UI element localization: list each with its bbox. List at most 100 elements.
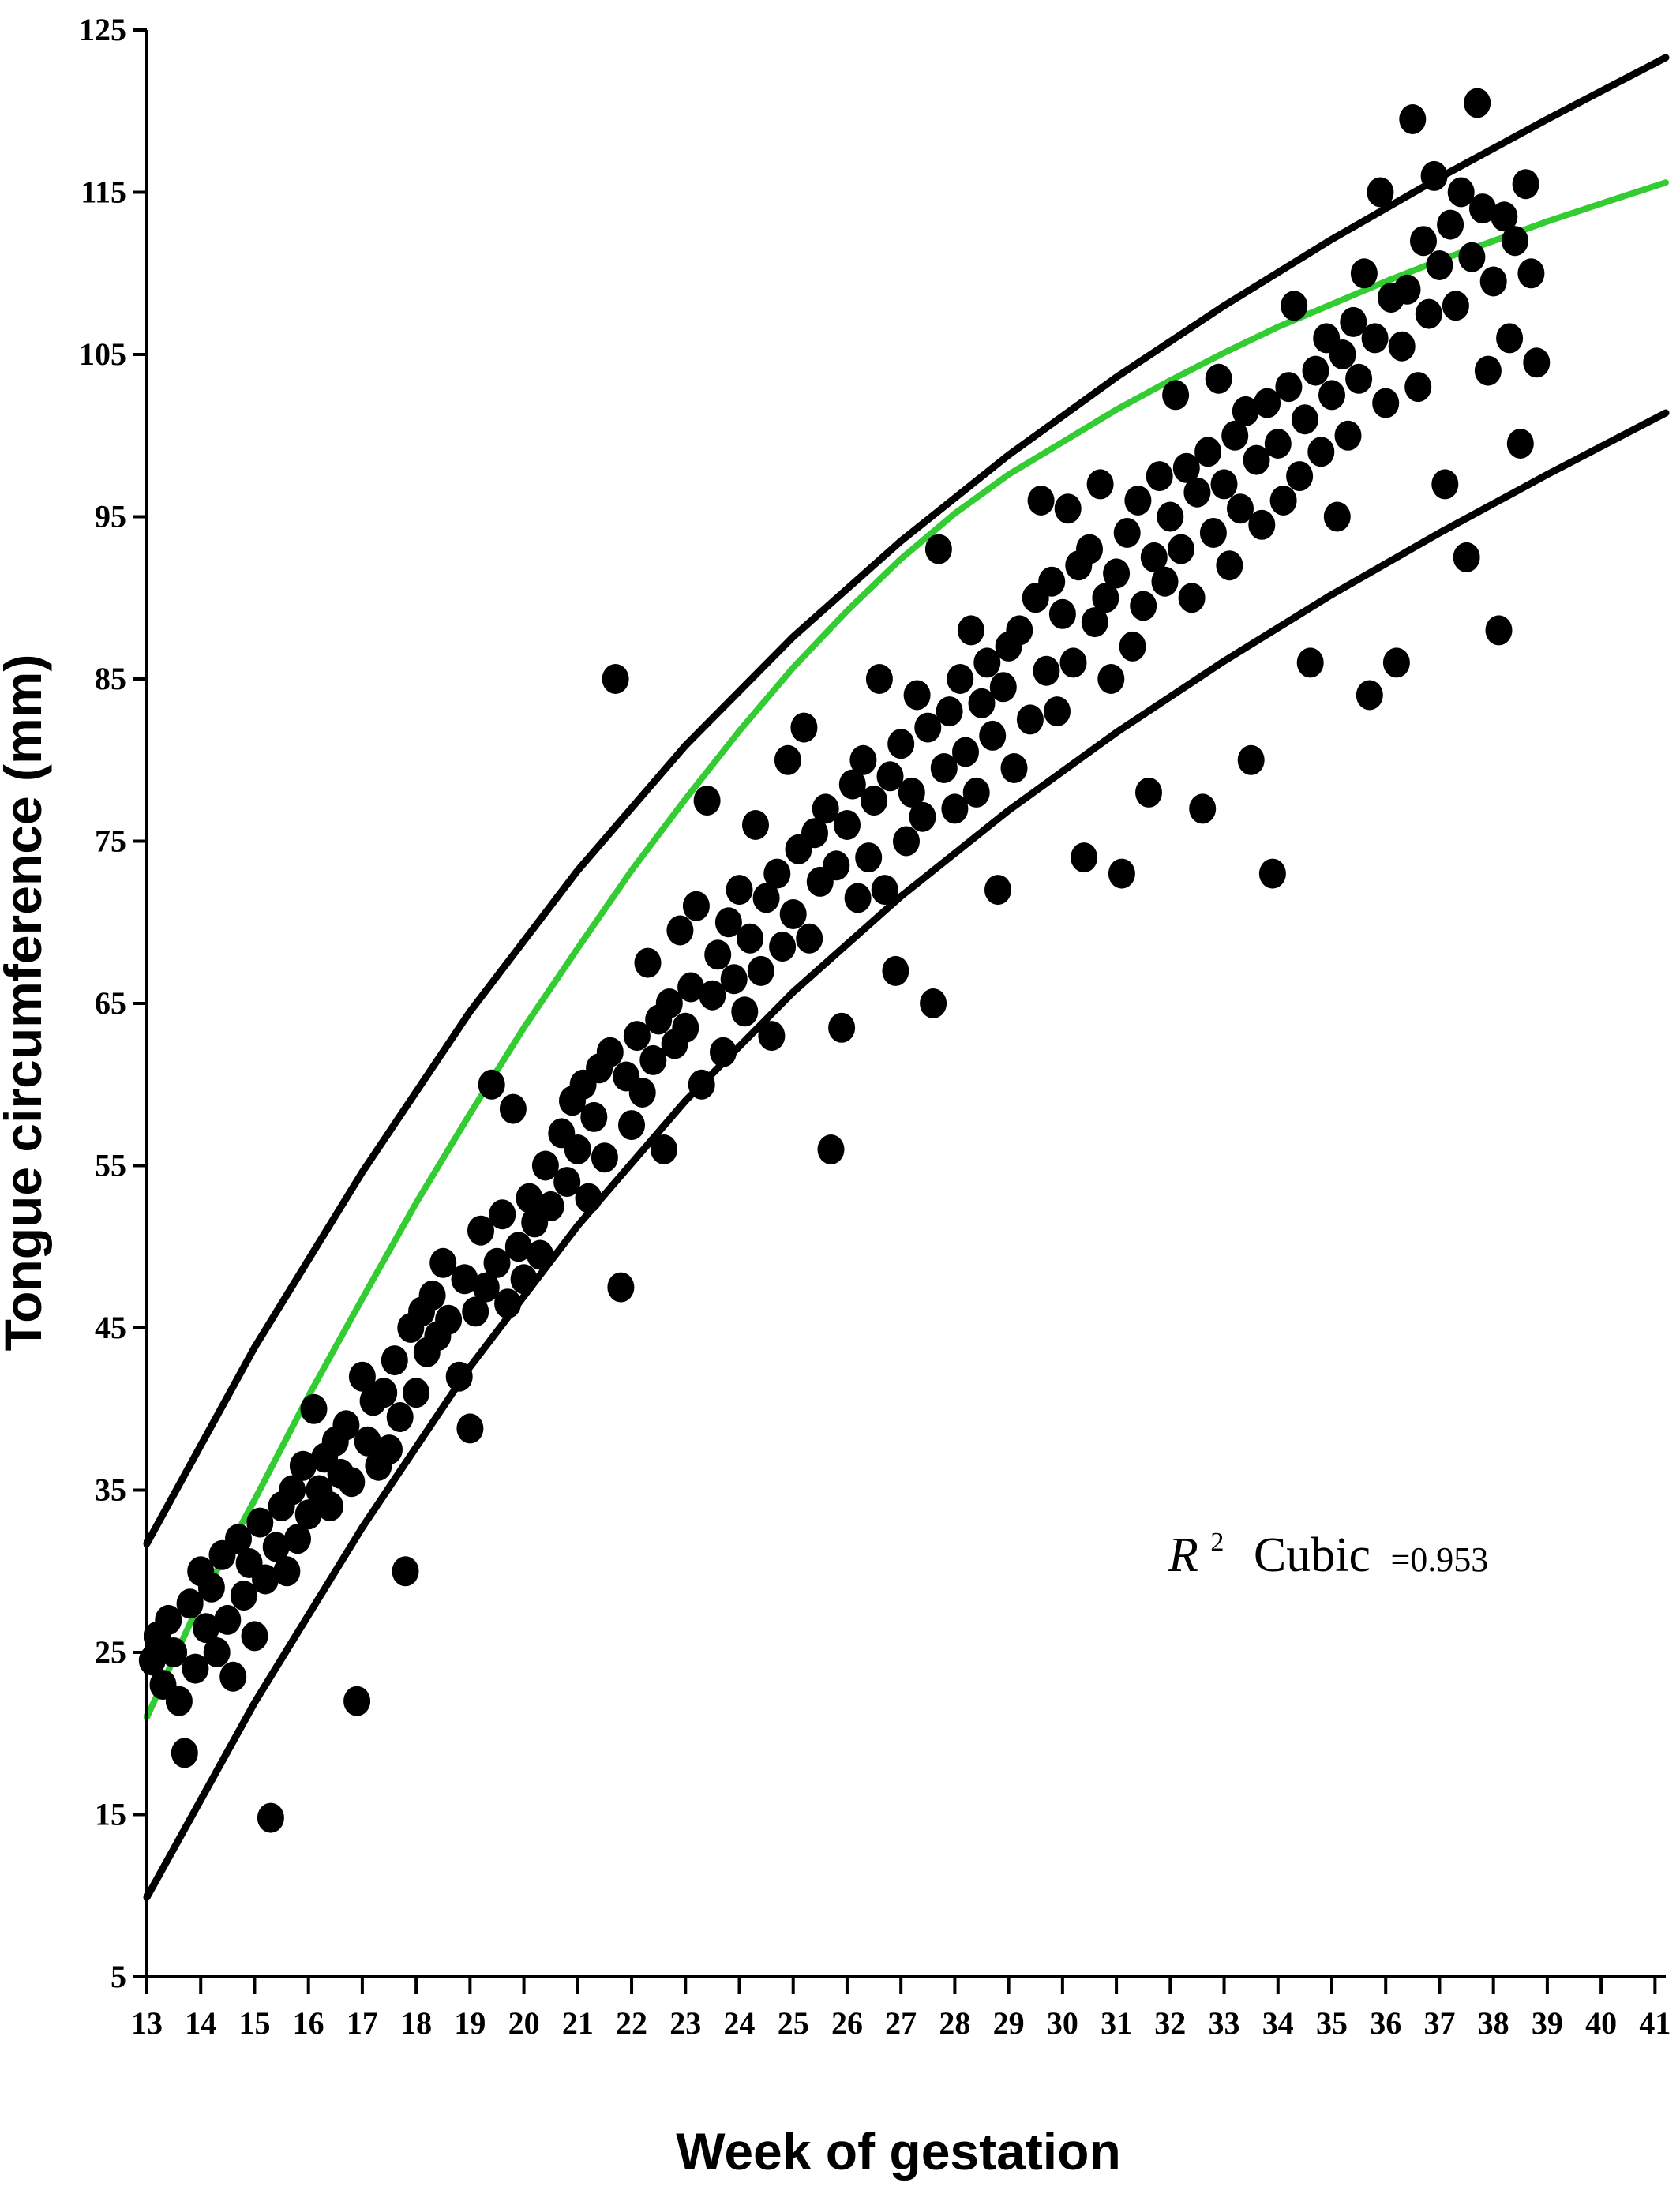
data-point: [973, 647, 1001, 678]
data-point: [779, 899, 807, 929]
data-point: [1296, 647, 1324, 678]
x-tick-label: 39: [1532, 2005, 1563, 2041]
data-point: [655, 988, 683, 1018]
data-point: [1372, 388, 1400, 418]
data-point: [1086, 469, 1114, 500]
data-point: [1210, 469, 1238, 500]
data-point: [478, 1069, 505, 1100]
data-point: [758, 1021, 786, 1052]
r-symbol: R: [1168, 1528, 1198, 1582]
data-point: [769, 932, 797, 962]
data-point: [1469, 193, 1496, 224]
data-point: [699, 980, 726, 1011]
data-point: [828, 1012, 856, 1043]
data-point: [947, 664, 974, 694]
data-point: [1447, 177, 1475, 208]
data-point: [575, 1183, 602, 1213]
data-point: [1071, 842, 1098, 873]
data-point: [1345, 363, 1373, 394]
data-point: [1162, 380, 1190, 411]
data-point: [796, 923, 823, 954]
data-point: [418, 1280, 446, 1311]
data-point: [618, 1110, 645, 1141]
data-point: [1356, 680, 1383, 711]
y-tick-label: 5: [111, 1959, 126, 1994]
data-point: [844, 883, 872, 913]
data-point: [1453, 542, 1480, 572]
data-point: [1044, 696, 1071, 727]
data-point: [1517, 258, 1545, 289]
data-point: [1172, 452, 1200, 483]
data-point: [790, 712, 818, 743]
data-point: [1426, 250, 1453, 280]
data-point: [903, 680, 931, 711]
data-point: [1157, 501, 1184, 532]
data-point: [898, 777, 925, 808]
data-point: [294, 1499, 322, 1530]
data-point: [246, 1507, 274, 1538]
data-point: [710, 1037, 737, 1067]
data-point: [262, 1532, 290, 1562]
data-point: [1258, 858, 1286, 889]
y-tick-label: 115: [81, 174, 126, 210]
data-point: [742, 810, 769, 840]
data-point: [1092, 583, 1119, 613]
data-point: [1146, 461, 1173, 492]
data-point: [445, 1361, 473, 1392]
data-point: [1097, 664, 1125, 694]
data-point: [1458, 242, 1486, 272]
y-tick-label: 35: [95, 1472, 126, 1508]
data-point: [979, 720, 1007, 751]
data-point: [989, 672, 1017, 703]
data-point: [834, 810, 861, 840]
x-tick-label: 28: [939, 2005, 970, 2041]
data-point: [1334, 420, 1362, 451]
data-point: [160, 1637, 188, 1667]
upper-bound-line: [143, 54, 1670, 1547]
data-point: [1393, 274, 1421, 305]
data-point: [1227, 493, 1254, 524]
data-point: [1502, 226, 1528, 257]
data-point: [1415, 298, 1442, 329]
data-point: [1119, 631, 1146, 662]
data-point: [332, 1410, 360, 1441]
data-point: [876, 761, 904, 792]
data-point: [451, 1264, 478, 1295]
data-point: [920, 988, 947, 1018]
data-point: [952, 737, 979, 767]
data-point: [747, 955, 774, 986]
data-point: [317, 1491, 343, 1521]
data-point: [1437, 209, 1464, 240]
data-point: [230, 1581, 257, 1611]
data-point: [1361, 323, 1389, 354]
data-point: [1323, 501, 1351, 532]
data-point: [1254, 388, 1281, 418]
data-point: [704, 939, 732, 970]
data-point: [1269, 486, 1297, 516]
data-point: [924, 534, 952, 564]
data-point: [504, 1232, 532, 1262]
data-point: [1329, 339, 1356, 369]
points-layer: [138, 88, 1551, 1833]
x-tick-label: 25: [778, 2005, 809, 2041]
x-tick-label: 19: [454, 2005, 486, 2041]
data-point: [688, 1069, 715, 1100]
y-tick-label: 55: [95, 1148, 126, 1183]
data-point: [936, 696, 963, 727]
x-tick-label: 34: [1262, 2005, 1294, 2041]
data-point: [1168, 534, 1194, 564]
data-point: [1027, 486, 1055, 516]
data-point: [516, 1183, 543, 1213]
data-point: [1340, 306, 1367, 337]
data-point: [1135, 777, 1162, 808]
data-point: [472, 1272, 500, 1303]
data-point: [499, 1093, 527, 1124]
data-point: [752, 883, 780, 913]
x-tick-label: 22: [616, 2005, 647, 2041]
data-point: [1506, 429, 1534, 459]
data-point: [1286, 461, 1314, 492]
data-point: [720, 964, 748, 995]
curves-layer: [143, 54, 1670, 1901]
data-point: [489, 1199, 516, 1230]
